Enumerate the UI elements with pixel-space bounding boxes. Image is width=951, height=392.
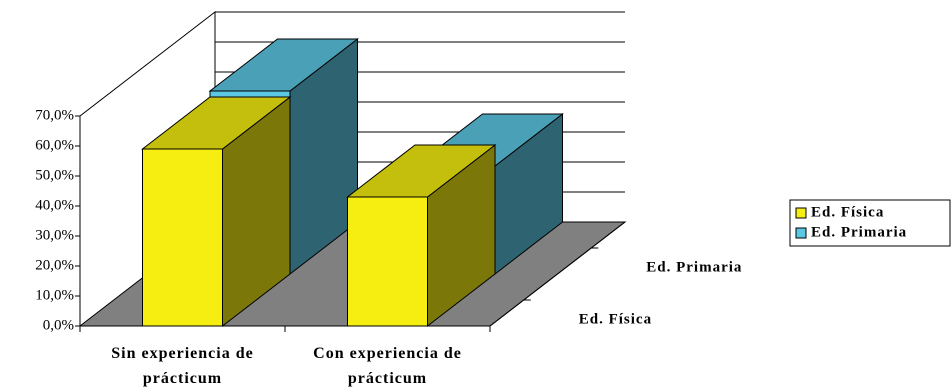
y-tick-label: 60,0% xyxy=(35,137,74,153)
y-tick-label: 20,0% xyxy=(35,257,74,273)
depth-label: Ed. Primaria xyxy=(646,259,742,275)
legend-swatch xyxy=(795,207,807,219)
bar xyxy=(142,148,223,327)
y-tick-label: 30,0% xyxy=(35,227,74,243)
x-tick-label: Sin experiencia de prácticum xyxy=(111,345,254,387)
y-tick-label: 40,0% xyxy=(35,197,74,213)
y-tick-label: 10,0% xyxy=(35,287,74,303)
y-tick-label: 0,0% xyxy=(43,317,74,333)
depth-label: Ed. Física xyxy=(579,311,652,327)
legend-label: Ed. Física xyxy=(811,204,884,220)
legend-swatch xyxy=(795,227,807,239)
bar xyxy=(347,196,428,327)
legend-label: Ed. Primaria xyxy=(811,224,907,240)
depth-axis xyxy=(489,221,626,327)
y-tick-label: 70,0% xyxy=(35,107,74,123)
y-tick-label: 50,0% xyxy=(35,167,74,183)
x-tick-label: Con experiencia de prácticum xyxy=(313,345,462,387)
legend-box xyxy=(789,199,951,247)
